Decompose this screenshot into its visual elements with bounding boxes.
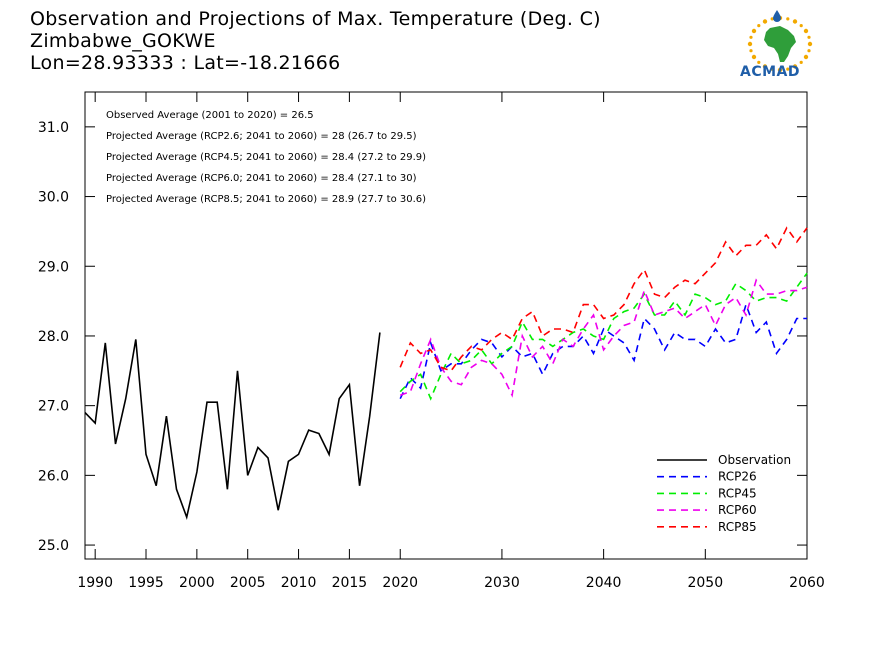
chart-title-block: Observation and Projections of Max. Temp… — [30, 8, 601, 74]
x-tick-label: 2020 — [382, 575, 418, 591]
series-line-rcp60 — [399, 278, 808, 398]
legend-label: RCP85 — [718, 520, 757, 534]
x-tick-label: 1990 — [77, 575, 113, 591]
logo-ray-dot — [807, 35, 811, 39]
legend-label: RCP45 — [718, 486, 757, 500]
africa-map-icon — [747, 10, 813, 73]
logo-ray-dot — [803, 54, 809, 60]
legend-label: RCP60 — [718, 503, 757, 517]
y-tick-label: 29.0 — [38, 259, 69, 275]
logo-ray-dot — [749, 35, 753, 39]
legend-label: RCP26 — [718, 470, 757, 484]
logo-ray-dot — [807, 49, 811, 53]
logo-ray-dot — [770, 67, 774, 71]
logo-ray-dot — [747, 41, 753, 47]
logo-ray-dot — [786, 67, 790, 71]
y-tick-label: 26.0 — [38, 468, 69, 484]
y-tick-label: 30.0 — [38, 190, 69, 206]
x-tick-label: 2050 — [687, 575, 723, 591]
legend-label: Observation — [718, 453, 791, 467]
plot-frame — [84, 91, 808, 560]
y-tick-label: 31.0 — [38, 120, 69, 136]
series-line-rcp85 — [399, 226, 808, 372]
logo-ray-dot — [803, 28, 809, 34]
average-annotation: Observed Average (2001 to 2020) = 26.5 — [106, 110, 314, 121]
series-line-rcp45 — [399, 272, 808, 401]
average-annotation: Projected Average (RCP6.0; 2041 to 2060)… — [106, 173, 417, 184]
x-tick-label: 2015 — [332, 575, 368, 591]
x-tick-label: 2005 — [230, 575, 266, 591]
x-tick-label: 2030 — [484, 575, 520, 591]
logo-ray-dot — [777, 67, 783, 73]
series-line-observation — [84, 332, 381, 521]
station-name: Zimbabwe_GOKWE — [30, 30, 216, 52]
logo-ray-dot — [792, 19, 798, 24]
x-tick-label: 2040 — [586, 575, 622, 591]
average-annotation: Projected Average (RCP2.6; 2041 to 2060)… — [106, 131, 417, 142]
logo-ray-dot — [749, 49, 753, 53]
y-tick-label: 28.0 — [38, 329, 69, 345]
y-tick-label: 27.0 — [38, 399, 69, 415]
logo-ray-dot — [757, 24, 761, 28]
logo-ray-dot — [762, 64, 768, 69]
logo-ray-dot — [751, 54, 757, 60]
logo-ray-dot — [770, 17, 774, 21]
logo-ray-dot — [799, 24, 803, 28]
average-annotation: Projected Average (RCP8.5; 2041 to 2060)… — [106, 194, 426, 205]
logo-ray-dot — [792, 64, 798, 69]
y-tick-label: 25.0 — [38, 538, 69, 554]
x-tick-label: 2010 — [281, 575, 317, 591]
logo-ray-dot — [807, 41, 813, 47]
logo-ray-dot — [762, 19, 768, 24]
logo-ray-dot — [786, 17, 790, 21]
logo-text: ACMAD — [740, 64, 800, 80]
series-line-rcp26 — [399, 302, 807, 400]
station-coords: Lon=28.93333 : Lat=-18.21666 — [30, 52, 341, 74]
average-annotation: Projected Average (RCP4.5; 2041 to 2060)… — [106, 152, 426, 163]
chart-title: Observation and Projections of Max. Temp… — [30, 8, 601, 30]
logo-ray-dot — [757, 60, 761, 64]
x-tick-label: 2060 — [789, 575, 825, 591]
x-tick-label: 1995 — [128, 575, 164, 591]
logo-ray-dot — [751, 28, 757, 34]
x-tick-label: 2000 — [179, 575, 215, 591]
logo-ray-dot — [799, 60, 803, 64]
